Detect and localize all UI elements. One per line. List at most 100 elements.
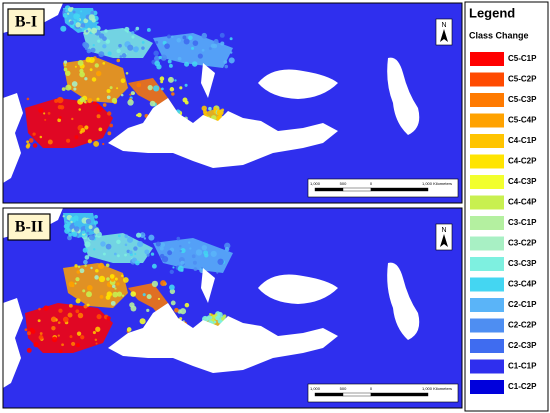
- change-speck: [136, 82, 142, 88]
- legend-label: C1-C2P: [508, 382, 537, 391]
- change-speck: [160, 54, 167, 61]
- change-speck: [114, 287, 117, 290]
- legend-label: C4-C1P: [508, 136, 537, 145]
- change-speck: [183, 38, 190, 45]
- change-speck: [201, 32, 207, 38]
- change-speck: [66, 221, 71, 226]
- change-speck: [127, 236, 134, 243]
- change-speck: [116, 282, 120, 286]
- change-speck: [217, 109, 224, 116]
- change-speck: [59, 105, 65, 110]
- change-speck: [220, 41, 225, 46]
- change-speck: [87, 98, 92, 104]
- change-speck: [228, 57, 235, 64]
- change-speck: [116, 58, 121, 63]
- change-speck: [153, 50, 159, 56]
- change-speck: [212, 43, 218, 49]
- change-speck: [26, 97, 30, 101]
- legend-swatch: [470, 318, 504, 333]
- change-speck: [100, 241, 106, 247]
- change-speck: [28, 138, 34, 143]
- panel-label: B-II: [15, 219, 43, 236]
- change-speck: [95, 342, 98, 345]
- change-speck: [61, 343, 64, 347]
- change-speck: [217, 258, 224, 265]
- change-speck: [96, 97, 100, 101]
- change-speck: [94, 214, 98, 219]
- change-speck: [77, 18, 80, 21]
- scale-label: 500: [340, 181, 347, 186]
- change-speck: [75, 277, 80, 282]
- change-speck: [84, 46, 88, 50]
- change-speck: [191, 254, 196, 259]
- legend-subtitle: Class Change: [469, 30, 529, 40]
- change-speck: [87, 139, 92, 144]
- water-body: [387, 57, 420, 136]
- change-speck: [170, 300, 176, 306]
- change-speck: [117, 234, 121, 238]
- change-speck: [224, 246, 230, 252]
- change-speck: [92, 100, 97, 105]
- change-speck: [62, 316, 69, 323]
- change-speck: [88, 225, 93, 230]
- legend-label: C3-C3P: [508, 259, 537, 268]
- change-speck: [160, 80, 164, 84]
- change-speck: [83, 101, 87, 104]
- change-speck: [58, 115, 62, 119]
- change-speck: [119, 55, 123, 58]
- change-speck: [221, 316, 225, 321]
- change-speck: [141, 41, 145, 44]
- change-speck: [131, 31, 135, 35]
- change-speck: [130, 305, 137, 312]
- change-speck: [75, 343, 80, 348]
- change-speck: [77, 265, 81, 268]
- change-speck: [114, 277, 118, 281]
- change-speck: [27, 331, 31, 336]
- scale-label: 1,000: [310, 181, 321, 186]
- legend-label: C2-C3P: [508, 341, 537, 350]
- change-speck: [83, 259, 88, 265]
- change-speck: [79, 268, 85, 274]
- change-speck: [68, 232, 73, 237]
- change-speck: [65, 84, 72, 91]
- water-body: [201, 268, 215, 303]
- legend-label: C4-C2P: [508, 157, 537, 166]
- legend-swatch: [470, 216, 504, 230]
- change-speck: [84, 264, 87, 267]
- change-speck: [85, 29, 89, 33]
- change-speck: [176, 37, 182, 43]
- change-speck: [76, 270, 80, 274]
- north-arrow: [440, 234, 448, 247]
- change-speck: [158, 55, 162, 60]
- change-speck: [38, 107, 44, 113]
- change-speck: [105, 243, 112, 250]
- water-body: [258, 274, 338, 304]
- change-speck: [58, 349, 63, 354]
- change-speck: [155, 241, 161, 247]
- change-speck: [224, 64, 229, 69]
- change-speck: [82, 289, 86, 293]
- change-speck: [96, 314, 102, 320]
- change-speck: [201, 244, 208, 251]
- scale-segment: [342, 187, 372, 192]
- change-speck: [94, 275, 99, 280]
- change-speck: [169, 269, 174, 274]
- change-speck: [153, 85, 160, 92]
- change-speck: [179, 86, 183, 90]
- change-speck: [67, 312, 73, 318]
- change-region: [83, 233, 153, 263]
- change-speck: [58, 308, 63, 313]
- panel-label: B-I: [15, 14, 37, 31]
- legend-label: C3-C2P: [508, 239, 537, 248]
- change-speck: [33, 342, 39, 348]
- change-speck: [113, 252, 117, 256]
- change-speck: [43, 305, 49, 311]
- change-speck: [224, 242, 231, 249]
- change-speck: [150, 252, 155, 256]
- water-body: [108, 303, 338, 373]
- map-frame: [2, 207, 463, 409]
- change-speck: [69, 335, 73, 339]
- change-speck: [91, 77, 97, 82]
- change-speck: [134, 252, 137, 255]
- change-speck: [80, 335, 85, 340]
